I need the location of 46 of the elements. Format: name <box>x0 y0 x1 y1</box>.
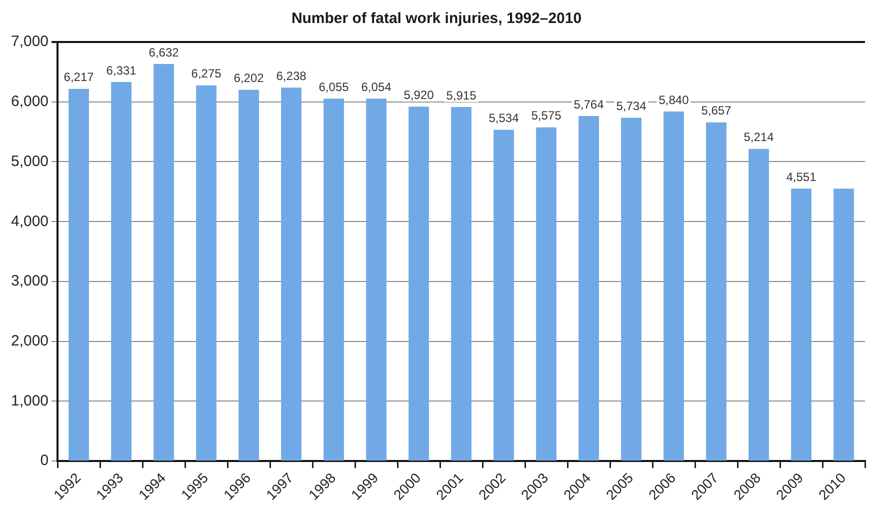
bar <box>366 98 386 461</box>
chart-title: Number of fatal work injuries, 1992–2010 <box>291 10 582 28</box>
data-label: 5,734 <box>616 99 647 114</box>
bar <box>238 90 259 461</box>
data-label: 5,534 <box>488 111 520 126</box>
data-label: 6,202 <box>234 71 264 86</box>
y-tick-label: 5,000 <box>10 152 49 170</box>
y-tick-label: 0 <box>40 452 49 470</box>
data-label: 4,551 <box>786 170 817 184</box>
data-label: 5,764 <box>574 97 604 112</box>
bar <box>834 188 854 461</box>
bar <box>68 88 89 461</box>
data-label: 6,055 <box>318 80 350 94</box>
bar <box>451 106 472 461</box>
bar <box>536 127 556 461</box>
bar <box>281 88 302 461</box>
bar <box>154 64 174 461</box>
bar <box>621 118 642 461</box>
data-label: 5,915 <box>446 88 477 102</box>
bar <box>791 188 812 461</box>
y-tick-label: 2,000 <box>10 332 49 350</box>
y-tick-label: 7,000 <box>10 33 49 50</box>
data-label: 6,632 <box>148 45 180 60</box>
bar <box>408 106 429 461</box>
bar <box>111 82 132 461</box>
data-label: 6,275 <box>191 66 222 81</box>
y-tick-label: 6,000 <box>10 93 49 110</box>
y-tick-label: 4,000 <box>10 212 49 230</box>
bar <box>196 85 216 461</box>
y-tick-label: 3,000 <box>10 272 49 290</box>
bar <box>578 116 599 461</box>
bar <box>664 111 684 461</box>
data-label: 6,331 <box>106 63 137 78</box>
data-label: 5,840 <box>658 92 690 107</box>
data-label: 6,238 <box>276 68 307 83</box>
y-tick-label: 1,000 <box>10 392 49 410</box>
bar <box>748 148 769 461</box>
data-label: 5,575 <box>531 108 562 123</box>
bar <box>324 98 344 461</box>
data-label: 6,217 <box>64 70 94 84</box>
bar <box>494 130 514 461</box>
bar <box>706 122 726 461</box>
data-label: 5,214 <box>744 130 774 144</box>
data-label: 5,920 <box>404 88 434 102</box>
data-label: 5,657 <box>701 104 732 118</box>
data-label: 6,054 <box>361 80 392 94</box>
